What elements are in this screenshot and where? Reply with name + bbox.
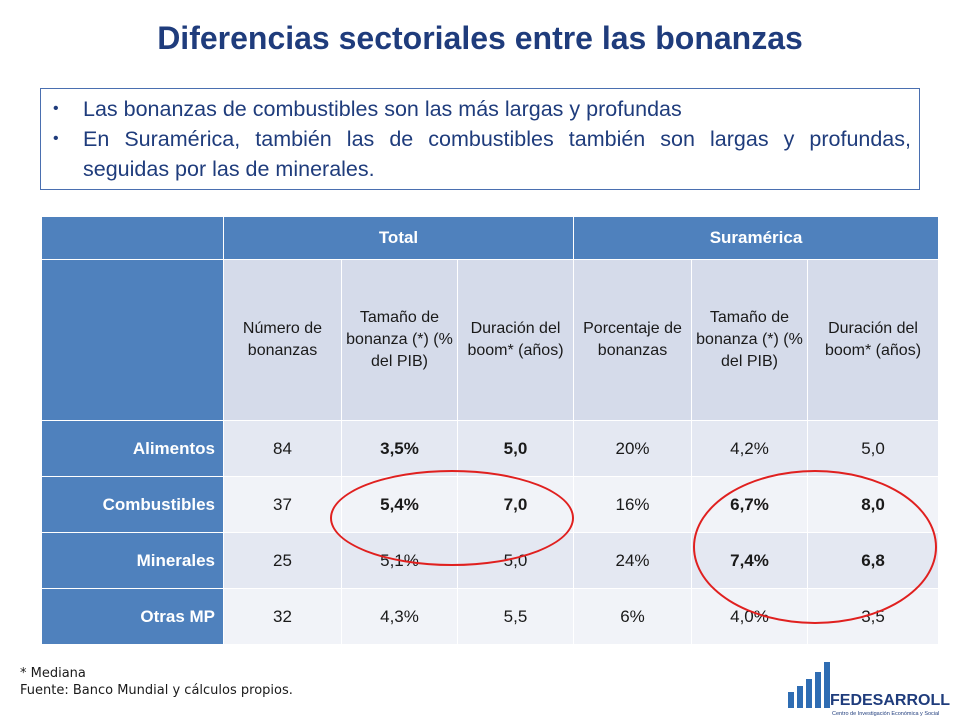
table-cell: 32 bbox=[223, 588, 342, 645]
row-label: Minerales bbox=[41, 532, 224, 589]
table-cell: 6% bbox=[573, 588, 692, 645]
row-label: Otras MP bbox=[41, 588, 224, 645]
column-header: Número de bonanzas bbox=[223, 259, 342, 421]
row-label: Combustibles bbox=[41, 476, 224, 533]
bullet-dot-icon: • bbox=[53, 130, 59, 147]
table-cell: 16% bbox=[573, 476, 692, 533]
highlight-ellipse-total bbox=[330, 470, 574, 566]
logo-graphic-icon: FEDESARROLLO Centro de Investigación Eco… bbox=[788, 662, 960, 717]
column-header: Duración del boom* (años) bbox=[806, 259, 940, 421]
bullet-text: Las bonanzas de combustibles son las más… bbox=[83, 97, 682, 121]
table-row: Otras MP 32 4,3% 5,5 6% 4,0% 3,5 bbox=[41, 588, 940, 645]
footnote-median: * Mediana bbox=[20, 666, 86, 681]
column-header: Porcentaje de bonanzas bbox=[573, 259, 692, 421]
fedesarrollo-logo: FEDESARROLLO Centro de Investigación Eco… bbox=[780, 652, 960, 720]
highlight-ellipse-suramerica bbox=[693, 470, 937, 624]
row-label: Alimentos bbox=[41, 420, 224, 477]
table-cell: 24% bbox=[573, 532, 692, 589]
bullet-text: En Suramérica, también las de combustibl… bbox=[83, 127, 911, 181]
table-cell: 4,3% bbox=[341, 588, 458, 645]
table-corner bbox=[41, 216, 224, 260]
column-header: Tamaño de bonanza (*) (% del PIB) bbox=[691, 259, 808, 421]
page-title: Diferencias sectoriales entre las bonanz… bbox=[157, 20, 803, 56]
group-header-suramerica: Suramérica bbox=[572, 216, 940, 260]
bullet-item: • Las bonanzas de combustibles son las m… bbox=[53, 94, 911, 124]
bullet-item: • En Suramérica, también las de combusti… bbox=[53, 124, 911, 184]
group-header-total: Total bbox=[223, 216, 574, 260]
table-corner bbox=[41, 259, 224, 421]
svg-text:FEDESARROLLO: FEDESARROLLO bbox=[830, 692, 950, 709]
table-row: Alimentos 84 3,5% 5,0 20% 4,2% 5,0 bbox=[41, 420, 940, 477]
footnote: * Mediana Fuente: Banco Mundial y cálcul… bbox=[20, 665, 293, 699]
table-cell: 25 bbox=[223, 532, 342, 589]
table-cell: 4,2% bbox=[691, 420, 808, 477]
table-cell: 5,5 bbox=[457, 588, 574, 645]
table-cell: 84 bbox=[223, 420, 342, 477]
footnote-source: Fuente: Banco Mundial y cálculos propios… bbox=[20, 683, 293, 698]
bullet-box: • Las bonanzas de combustibles son las m… bbox=[40, 88, 920, 190]
svg-text:Centro de Investigación Económ: Centro de Investigación Económica y Soci… bbox=[832, 711, 939, 717]
column-header: Tamaño de bonanza (*) (% del PIB) bbox=[341, 259, 458, 421]
table-cell: 3,5% bbox=[341, 420, 458, 477]
table-cell: 5,0 bbox=[457, 420, 574, 477]
table-cell: 5,0 bbox=[806, 420, 940, 477]
bullet-dot-icon: • bbox=[53, 100, 59, 117]
table-cell: 20% bbox=[573, 420, 692, 477]
column-header: Duración del boom* (años) bbox=[457, 259, 574, 421]
table-cell: 37 bbox=[223, 476, 342, 533]
